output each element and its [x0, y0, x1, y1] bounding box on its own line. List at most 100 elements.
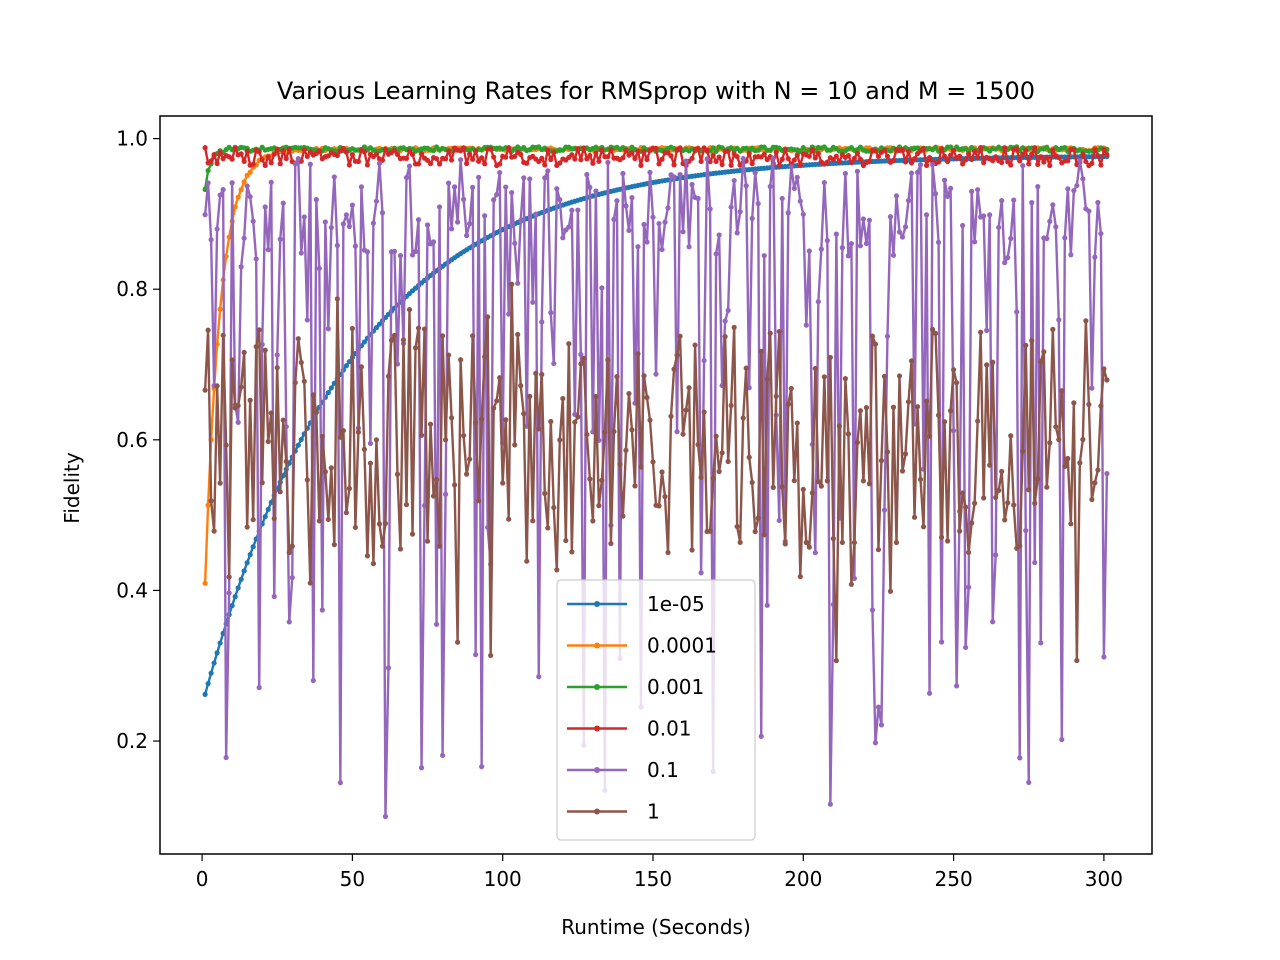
- data-point: [908, 358, 915, 364]
- data-point: [448, 226, 455, 232]
- data-point: [923, 212, 930, 218]
- data-point: [313, 409, 319, 415]
- data-point: [999, 198, 1005, 204]
- data-point: [277, 161, 283, 167]
- data-point: [605, 154, 611, 160]
- data-point: [518, 383, 524, 389]
- legend-label: 1: [647, 800, 660, 824]
- data-point: [713, 433, 719, 439]
- data-point: [442, 491, 449, 497]
- data-point: [728, 402, 734, 409]
- data-point: [1101, 654, 1107, 660]
- data-point: [668, 153, 674, 159]
- data-point: [208, 158, 214, 164]
- legend-item: 0.001: [567, 675, 704, 699]
- data-point: [1023, 147, 1029, 154]
- data-point: [972, 148, 978, 154]
- data-point: [623, 203, 629, 209]
- data-point: [887, 214, 894, 220]
- data-point: [361, 446, 368, 452]
- data-point: [978, 329, 984, 335]
- data-point: [382, 520, 389, 527]
- data-point: [455, 219, 461, 225]
- data-point: [346, 223, 352, 230]
- data-point: [373, 151, 380, 157]
- data-point: [671, 162, 677, 168]
- data-point: [1089, 496, 1095, 503]
- data-point: [421, 326, 428, 332]
- data-point: [1008, 162, 1014, 168]
- data-point: [548, 310, 554, 316]
- data-point: [280, 200, 286, 206]
- data-point: [265, 247, 271, 253]
- data-point: [728, 162, 734, 168]
- data-point: [941, 177, 948, 183]
- data-point: [569, 549, 575, 555]
- data-point: [809, 147, 815, 153]
- data-point: [677, 333, 683, 339]
- data-point: [1017, 755, 1023, 761]
- data-point: [755, 515, 761, 521]
- data-point: [767, 183, 773, 190]
- data-point: [638, 162, 644, 168]
- data-point: [966, 549, 972, 556]
- data-point: [220, 332, 226, 338]
- data-point: [265, 438, 271, 445]
- data-point: [394, 151, 401, 158]
- data-point: [277, 489, 283, 495]
- data-point: [205, 502, 211, 508]
- data-point: [788, 164, 794, 170]
- data-point: [379, 543, 386, 549]
- data-point: [1035, 476, 1041, 482]
- data-point: [442, 156, 449, 162]
- data-point: [773, 149, 779, 155]
- data-point: [268, 179, 274, 185]
- data-point: [322, 469, 328, 475]
- data-point: [494, 398, 500, 404]
- data-point: [238, 576, 244, 582]
- data-point: [376, 160, 383, 166]
- data-point: [581, 145, 587, 151]
- data-point: [325, 390, 331, 396]
- data-point: [710, 152, 716, 158]
- data-point: [298, 359, 304, 366]
- data-point: [806, 248, 812, 254]
- data-point: [722, 333, 728, 340]
- data-point: [328, 224, 334, 231]
- data-point: [292, 379, 298, 386]
- data-point: [734, 154, 740, 160]
- legend-marker: [594, 601, 600, 607]
- data-point: [653, 371, 659, 377]
- data-point: [470, 184, 476, 191]
- data-point: [1044, 144, 1050, 150]
- data-point: [343, 510, 349, 516]
- data-point: [764, 376, 770, 383]
- data-point: [677, 171, 683, 178]
- data-point: [298, 250, 304, 256]
- data-point: [719, 145, 725, 151]
- legend-label: 0.001: [647, 675, 704, 699]
- y-tick-label: 0.8: [116, 277, 148, 301]
- data-point: [319, 607, 325, 613]
- data-point: [427, 421, 434, 427]
- data-point: [944, 158, 951, 165]
- data-point: [605, 159, 611, 166]
- data-point: [1071, 147, 1077, 153]
- y-axis-label: Fidelity: [60, 452, 84, 524]
- data-point: [385, 665, 392, 671]
- data-point: [981, 495, 987, 501]
- data-point: [866, 217, 873, 223]
- data-point: [770, 155, 776, 161]
- data-point: [461, 145, 467, 151]
- data-point: [1086, 401, 1092, 408]
- data-point: [301, 214, 307, 220]
- data-point: [202, 212, 208, 218]
- y-tick-label: 1.0: [116, 127, 148, 151]
- data-point: [824, 478, 830, 484]
- data-point: [857, 408, 864, 414]
- data-point: [458, 357, 464, 363]
- data-point: [746, 150, 752, 156]
- data-point: [220, 187, 226, 193]
- data-point: [617, 461, 623, 467]
- data-point: [1005, 255, 1011, 261]
